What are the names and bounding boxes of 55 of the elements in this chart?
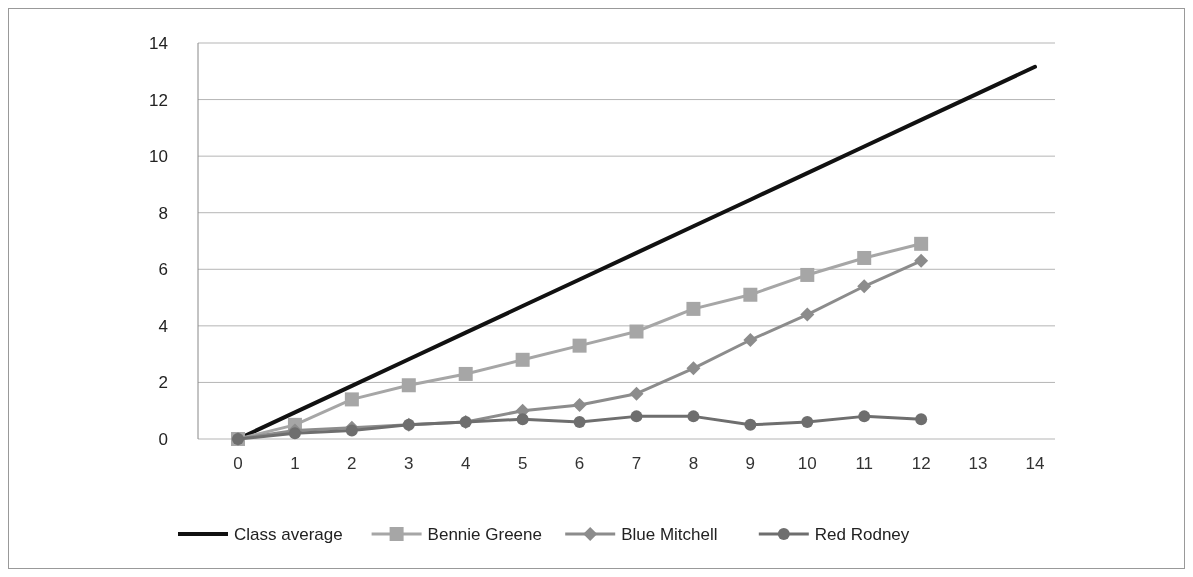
point — [344, 392, 359, 407]
point — [458, 366, 473, 381]
x-tick-label: 14 — [1025, 454, 1045, 473]
legend-label: Blue Mitchell — [621, 524, 718, 544]
y-tick-label: 10 — [149, 147, 168, 167]
x-tick-label: 11 — [855, 454, 874, 473]
x-tick-label: 6 — [574, 454, 585, 473]
x-tick-label: 3 — [404, 454, 414, 473]
point — [743, 333, 758, 347]
point — [857, 250, 872, 265]
y-tick-label: 0 — [158, 429, 168, 449]
x-tick-label: 8 — [688, 454, 699, 473]
point — [515, 352, 530, 367]
point — [629, 386, 644, 401]
x-tick-label: 2 — [347, 454, 357, 473]
x-tick-label: 9 — [745, 454, 756, 473]
point — [687, 410, 700, 423]
point — [572, 398, 587, 413]
point — [914, 236, 929, 251]
point — [686, 361, 701, 376]
y-tick-label: 2 — [158, 373, 168, 393]
x-tick-label: 5 — [517, 454, 528, 473]
y-tick-label: 8 — [158, 203, 168, 223]
point — [288, 427, 301, 440]
point — [858, 410, 871, 423]
legend-label: Bennie Greene — [427, 524, 542, 544]
point — [800, 267, 815, 282]
point — [572, 338, 587, 353]
point — [915, 413, 928, 426]
point — [743, 287, 758, 302]
point — [401, 378, 416, 393]
legend-label: Red Rodney — [814, 524, 910, 544]
x-tick-label: 12 — [911, 454, 931, 473]
x-tick-label: 13 — [968, 454, 988, 473]
point — [800, 307, 815, 322]
y-tick-label: 6 — [158, 260, 168, 280]
point — [516, 413, 529, 426]
x-tick-label: 10 — [797, 454, 817, 473]
point — [686, 301, 701, 316]
point — [345, 424, 358, 437]
point — [629, 324, 644, 339]
point — [801, 416, 814, 429]
point — [630, 410, 643, 423]
point — [914, 253, 929, 268]
x-tick-label: 0 — [233, 454, 243, 473]
point — [744, 418, 757, 431]
legend-label: Class average — [234, 524, 343, 544]
y-tick-label: 4 — [158, 316, 168, 336]
y-tick-label: 14 — [149, 33, 168, 53]
point — [573, 416, 586, 429]
x-tick-label: 1 — [290, 454, 300, 473]
x-tick-label: 7 — [631, 454, 642, 473]
y-tick-label: 12 — [149, 90, 168, 110]
point — [857, 279, 872, 294]
x-tick-label: 4 — [460, 454, 471, 473]
